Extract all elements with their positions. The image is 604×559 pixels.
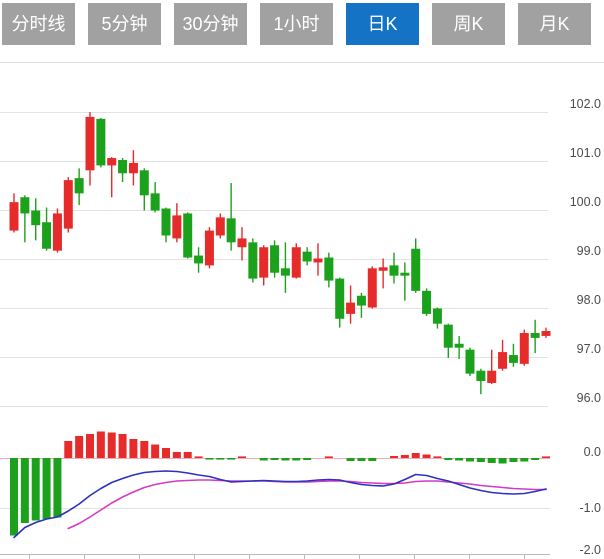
period-tab-bar: 分时线 5分钟 30分钟 1小时 日K 周K 月K — [2, 3, 591, 45]
svg-text:98.0: 98.0 — [577, 293, 601, 307]
tab-5min[interactable]: 5分钟 — [88, 3, 161, 45]
svg-text:96.0: 96.0 — [577, 391, 601, 405]
svg-text:-2.0: -2.0 — [579, 543, 601, 557]
tab-monthly-k[interactable]: 月K — [518, 3, 591, 45]
tab-daily-k[interactable]: 日K — [346, 3, 419, 45]
dea-line — [67, 479, 547, 530]
svg-text:0.0: 0.0 — [584, 445, 601, 459]
tab-minute-line[interactable]: 分时线 — [2, 3, 75, 45]
tab-30min[interactable]: 30分钟 — [174, 3, 247, 45]
svg-text:99.0: 99.0 — [577, 244, 601, 258]
macd-axis — [0, 458, 550, 559]
tab-weekly-k[interactable]: 周K — [432, 3, 505, 45]
candlesticks — [9, 112, 551, 395]
svg-text:100.0: 100.0 — [570, 195, 601, 209]
svg-text:97.0: 97.0 — [577, 342, 601, 356]
svg-text:102.0: 102.0 — [570, 97, 601, 111]
price-axis-labels: 102.0 101.0 100.0 99.0 98.0 97.0 96.0 — [570, 97, 601, 405]
macd-axis-labels: 0.0 -1.0 -2.0 — [579, 445, 601, 557]
svg-text:-1.0: -1.0 — [579, 501, 601, 515]
dif-line — [13, 470, 547, 539]
svg-text:101.0: 101.0 — [570, 146, 601, 160]
macd-histogram — [10, 431, 550, 536]
tab-1hour[interactable]: 1小时 — [260, 3, 333, 45]
